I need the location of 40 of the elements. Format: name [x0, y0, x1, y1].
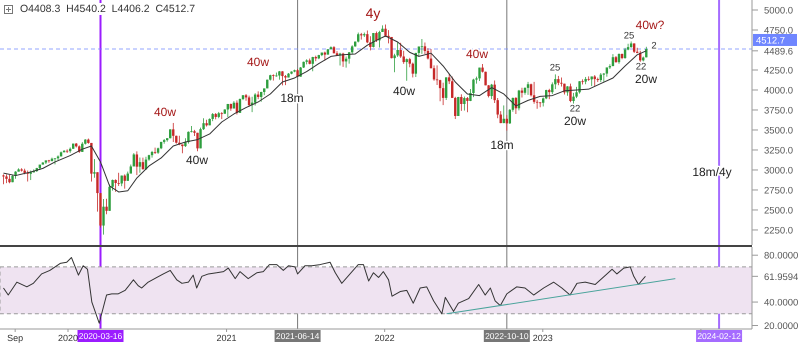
y-tick-label: 2750.0	[764, 185, 794, 196]
x-tick-label: 2022	[374, 333, 395, 343]
annotation: 40w	[246, 55, 270, 70]
y-tick-label: 5000.0	[764, 6, 794, 16]
y-tick-label: 2500.0	[764, 205, 794, 216]
annotation: 25	[624, 30, 634, 42]
annotation: 4y	[366, 4, 380, 21]
y-tick-label: 3250.0	[764, 145, 794, 156]
ref-line-label: 2024-02-12	[697, 331, 742, 341]
y-tick-label: 40.0000	[764, 298, 798, 309]
x-tick-label: Sep	[7, 333, 24, 343]
y-tick-label: 80.0000	[764, 250, 798, 262]
y-tick-label: 61.9594	[764, 272, 798, 283]
annotation: 22	[570, 103, 580, 114]
annotation: 40w	[154, 105, 176, 120]
annotation: 20w	[634, 72, 658, 86]
annotation: 40w	[466, 47, 488, 62]
y-tick-label: 4250.0	[764, 65, 794, 76]
annotation: 25	[550, 62, 560, 74]
annotation: 2	[651, 40, 657, 52]
chart-subtitle: O4408.3 H4540.2 L4406.2 C4512.7	[18, 3, 198, 15]
y-tick-label: 4750.0	[764, 25, 794, 36]
ref-line-label: 4512.7	[756, 35, 786, 46]
annotation: 22	[636, 61, 646, 72]
annotation: 20w	[564, 114, 586, 128]
ref-line-label: 2020-03-16	[78, 331, 123, 341]
y-tick-label: 4489.6	[764, 46, 794, 58]
y-tick-label: 3000.0	[764, 165, 794, 176]
y-tick-label: 3500.0	[764, 125, 794, 136]
y-tick-label: 4000.0	[764, 85, 794, 96]
y-tick-label: 20.0000	[764, 320, 798, 332]
annotation: 40w	[392, 84, 416, 98]
annotation: 40w?	[636, 18, 665, 32]
y-tick-label: 2250.0	[764, 225, 794, 236]
x-tick-label: 2021	[216, 333, 237, 343]
ref-line-label: 2022-10-10	[485, 331, 529, 341]
ref-line-label: 2021-06-14	[276, 331, 320, 341]
y-tick-label: 3750.0	[764, 105, 794, 116]
x-tick-label: 2023	[532, 333, 553, 343]
annotation: 40w	[186, 153, 208, 168]
